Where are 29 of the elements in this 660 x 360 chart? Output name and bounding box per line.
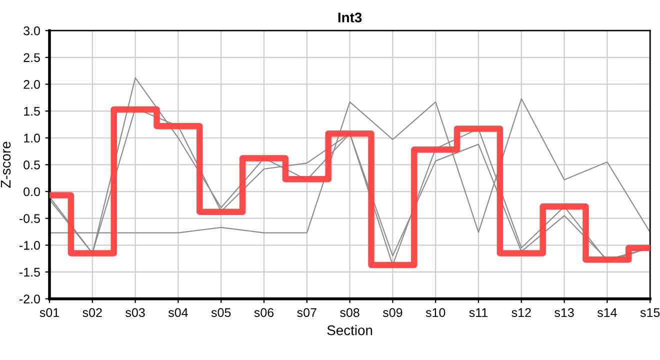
x-axis-title: Section: [327, 325, 372, 336]
x-tick-label: s07: [297, 308, 316, 318]
x-tick-label: s15: [640, 308, 660, 318]
x-tick-label: s11: [469, 308, 488, 318]
y-tick-label: 2.5: [24, 53, 40, 62]
y-tick-label: -1.0: [19, 240, 40, 250]
x-tick-label: s12: [512, 308, 531, 318]
y-tick-label: 2.0: [24, 80, 40, 89]
y-tick-label: 1.0: [24, 134, 40, 143]
y-tick-label: 1.5: [24, 106, 40, 116]
x-tick-label: s08: [340, 308, 360, 318]
x-tick-label: s13: [554, 308, 574, 318]
y-tick-label: 3.0: [24, 26, 40, 36]
x-tick-label: s02: [82, 308, 102, 318]
y-tick-label: -1.5: [19, 268, 40, 277]
x-tick-label: s05: [211, 308, 231, 318]
x-tick-label: s03: [126, 308, 145, 318]
chart-title: Int3: [338, 12, 362, 22]
x-tick-label: s14: [597, 308, 617, 318]
x-tick-label: s01: [40, 308, 59, 318]
y-tick-label: 0.0: [24, 187, 40, 196]
x-tick-label: s09: [382, 308, 402, 318]
y-tick-label: -0.5: [19, 214, 40, 223]
x-tick-label: s10: [426, 308, 446, 318]
y-tick-label: -2.0: [19, 294, 40, 304]
x-tick-label: s04: [168, 308, 188, 318]
y-axis-title: Z-score: [0, 142, 11, 188]
y-tick-label: 0.5: [24, 160, 40, 170]
x-tick-label: s06: [254, 308, 274, 318]
